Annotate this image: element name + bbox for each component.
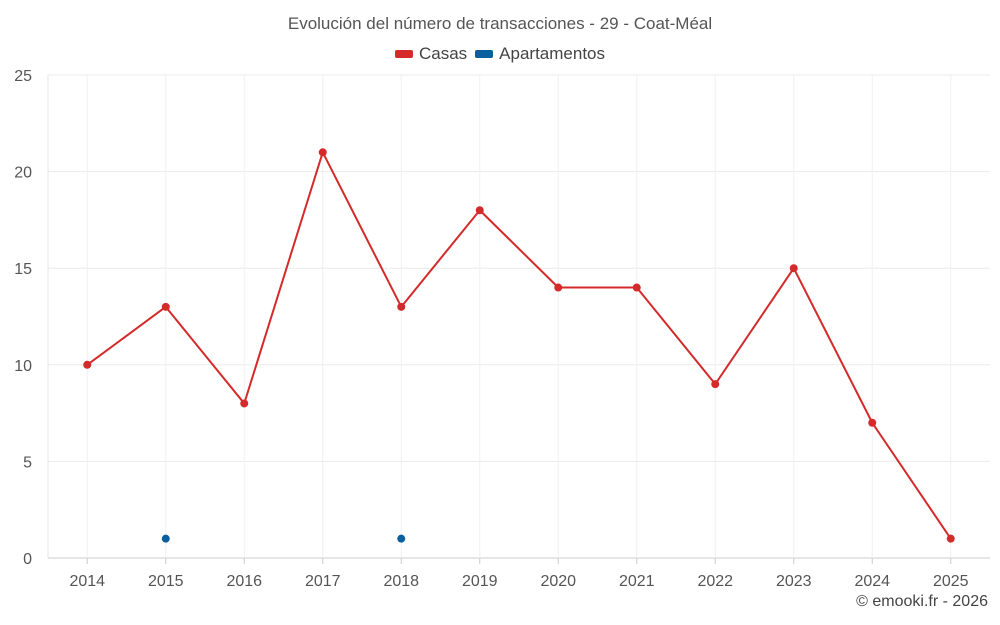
x-tick-label-2015: 2015 (148, 573, 184, 590)
x-tick-label-2020: 2020 (540, 573, 576, 590)
x-tick-label-2021: 2021 (619, 573, 655, 590)
x-tick-label-2017: 2017 (305, 573, 341, 590)
data-point-casas-2021 (632, 283, 641, 292)
x-tick-label-2016: 2016 (226, 573, 262, 590)
data-point-casas-2025 (946, 534, 955, 543)
data-point-casas-2020 (554, 283, 563, 292)
y-tick-label-20: 20 (14, 165, 32, 182)
chart-title: Evolución del número de transacciones - … (287, 14, 713, 33)
legend: Casas Apartamentos (0, 44, 1000, 64)
x-tick-label-2019: 2019 (462, 573, 498, 590)
x-tick-label-2025: 2025 (933, 573, 969, 590)
data-point-casas-2024 (868, 418, 877, 427)
data-point-apartamentos-2018 (397, 534, 406, 543)
series-line-casas (86, 151, 952, 540)
legend-item-apartamentos[interactable]: Apartamentos (475, 44, 605, 64)
data-point-casas-2015 (161, 302, 170, 311)
y-tick-label-25: 25 (14, 68, 32, 85)
data-point-apartamentos-2015 (161, 534, 170, 543)
x-tick-label-2023: 2023 (776, 573, 812, 590)
x-tick-label-2018: 2018 (383, 573, 419, 590)
x-tick-label-2024: 2024 (854, 573, 890, 590)
y-tick-label-15: 15 (14, 261, 32, 278)
credit-text: © emooki.fr - 2026 (856, 593, 988, 610)
x-tick-label-2022: 2022 (697, 573, 733, 590)
y-tick-label-10: 10 (14, 358, 32, 375)
y-tick-label-0: 0 (23, 551, 32, 568)
data-point-casas-2014 (83, 360, 92, 369)
x-tick-label-2014: 2014 (69, 573, 105, 590)
data-point-casas-2017 (318, 148, 327, 157)
legend-swatch-apartamentos (475, 50, 494, 58)
data-point-casas-2023 (789, 264, 798, 273)
legend-label-casas: Casas (418, 44, 468, 63)
data-point-casas-2018 (397, 302, 406, 311)
legend-swatch-casas (394, 50, 413, 58)
y-tick-label-5: 5 (23, 454, 32, 471)
data-point-casas-2022 (711, 380, 720, 389)
legend-item-casas[interactable]: Casas (394, 44, 468, 64)
legend-label-apartamentos: Apartamentos (499, 44, 606, 63)
data-point-casas-2016 (240, 399, 249, 408)
data-point-casas-2019 (475, 206, 484, 215)
